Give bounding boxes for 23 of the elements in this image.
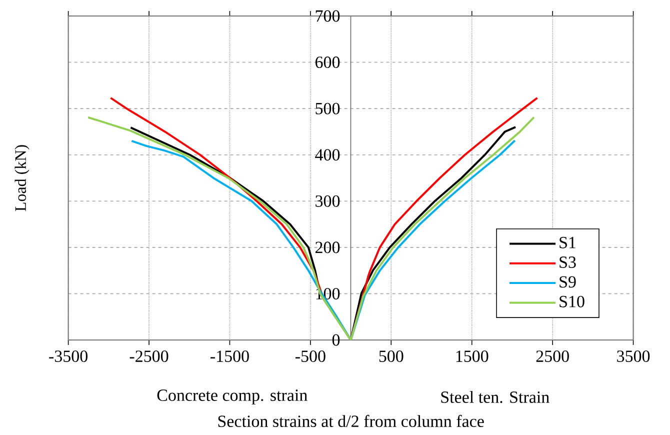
- x-tick-label: 500: [379, 350, 404, 362]
- y-tick-label: 200: [316, 242, 340, 254]
- text: Steel ten. Strain: [441, 390, 550, 403]
- x-tick-label: -1500: [210, 350, 249, 362]
- x-tick-label: -2500: [130, 350, 168, 362]
- text: Concrete comp. strain: [157, 390, 308, 404]
- x-tick-label: 3500: [617, 350, 650, 362]
- x-tick-label: 2500: [536, 350, 569, 362]
- x-tick-label: -3500: [49, 350, 88, 362]
- y-tick-label: 0: [332, 334, 340, 346]
- legend-label: S9: [560, 276, 576, 288]
- y-tick-label: 300: [316, 195, 340, 207]
- y-tick-label: 700: [316, 10, 340, 22]
- x-tick-label: 1500: [456, 350, 488, 362]
- legend-label: S10: [560, 296, 584, 308]
- y-tick-label: 400: [315, 149, 340, 161]
- y-axis-title: Load (kN): [14, 145, 30, 212]
- x-axis-title: Section strains at d/2 from column face: [218, 414, 484, 428]
- legend-label: S1: [560, 236, 576, 248]
- x-tick-label: -500: [295, 350, 326, 362]
- legend-label: S3: [560, 256, 576, 268]
- y-tick-label: 500: [316, 102, 340, 114]
- y-tick-label: 600: [316, 56, 340, 68]
